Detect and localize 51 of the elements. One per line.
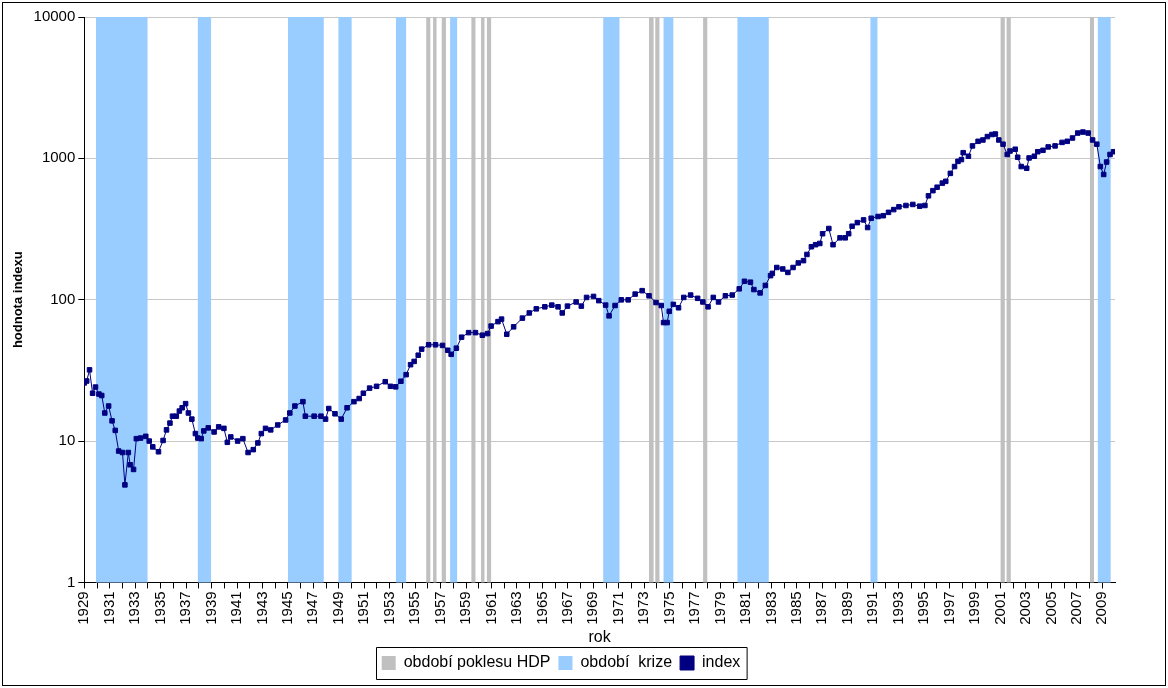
x-tick-label: 1963 [507, 591, 525, 625]
x-tick-label: 1967 [557, 591, 575, 625]
legend-label: index [702, 653, 741, 671]
y-tick-label: 100 [50, 289, 76, 307]
x-tick-label: 1935 [150, 591, 168, 625]
x-tick-label: 1997 [939, 591, 957, 625]
x-tick-label: 1945 [278, 591, 296, 625]
x-tick-label: 1983 [761, 591, 779, 625]
x-tick-label: 1943 [252, 591, 270, 625]
x-tick-label: 1949 [328, 591, 346, 625]
x-tick-label: 2003 [1016, 591, 1034, 625]
x-tick-label: 1937 [176, 591, 194, 625]
x-tick-label: 1931 [99, 591, 117, 625]
x-tick-label: 1985 [787, 591, 805, 625]
x-tick-label: 1957 [430, 591, 448, 625]
x-tick-label: 1977 [685, 591, 703, 625]
x-tick-label: 1933 [125, 591, 143, 625]
x-tick-label: 1995 [914, 591, 932, 625]
x-tick-label: 1947 [303, 591, 321, 625]
y-tick-label: 1000 [41, 148, 76, 166]
y-axis-title: hodnota indexu [10, 251, 26, 349]
x-tick-label: 1953 [379, 591, 397, 625]
x-tick-label: 1987 [812, 591, 830, 625]
x-tick-label: 1955 [405, 591, 423, 625]
x-tick-label: 1939 [201, 591, 219, 625]
x-tick-label: 1961 [481, 591, 499, 625]
x-axis-title: rok [588, 627, 612, 645]
x-tick-label: 2007 [1066, 591, 1084, 625]
x-tick-label: 2005 [1041, 591, 1059, 625]
x-tick-label: 1973 [634, 591, 652, 625]
x-tick-label: 1999 [965, 591, 983, 625]
x-tick-label: 1965 [532, 591, 550, 625]
legend-label: období krize [580, 653, 673, 671]
x-tick-label: 2001 [990, 591, 1008, 625]
x-tick-label: 1993 [888, 591, 906, 625]
x-tick-label: 1975 [659, 591, 677, 625]
x-tick-label: 1981 [736, 591, 754, 625]
y-tick-label: 10 [58, 431, 76, 449]
y-tick-label: 10000 [33, 7, 76, 25]
x-tick-label: 1941 [227, 591, 245, 625]
x-tick-label: 1959 [456, 591, 474, 625]
y-tick-label: 1 [66, 572, 76, 590]
x-tick-label: 1979 [710, 591, 728, 625]
x-tick-label: 1991 [863, 591, 881, 625]
x-tick-label: 1929 [74, 591, 92, 625]
x-tick-label: 1989 [837, 591, 855, 625]
legend-label: období poklesu HDP [403, 653, 551, 671]
x-tick-label: 1951 [354, 591, 372, 625]
x-tick-label: 1969 [583, 591, 601, 625]
x-tick-label: 2009 [1092, 591, 1110, 625]
x-tick-label: 1971 [608, 591, 626, 625]
